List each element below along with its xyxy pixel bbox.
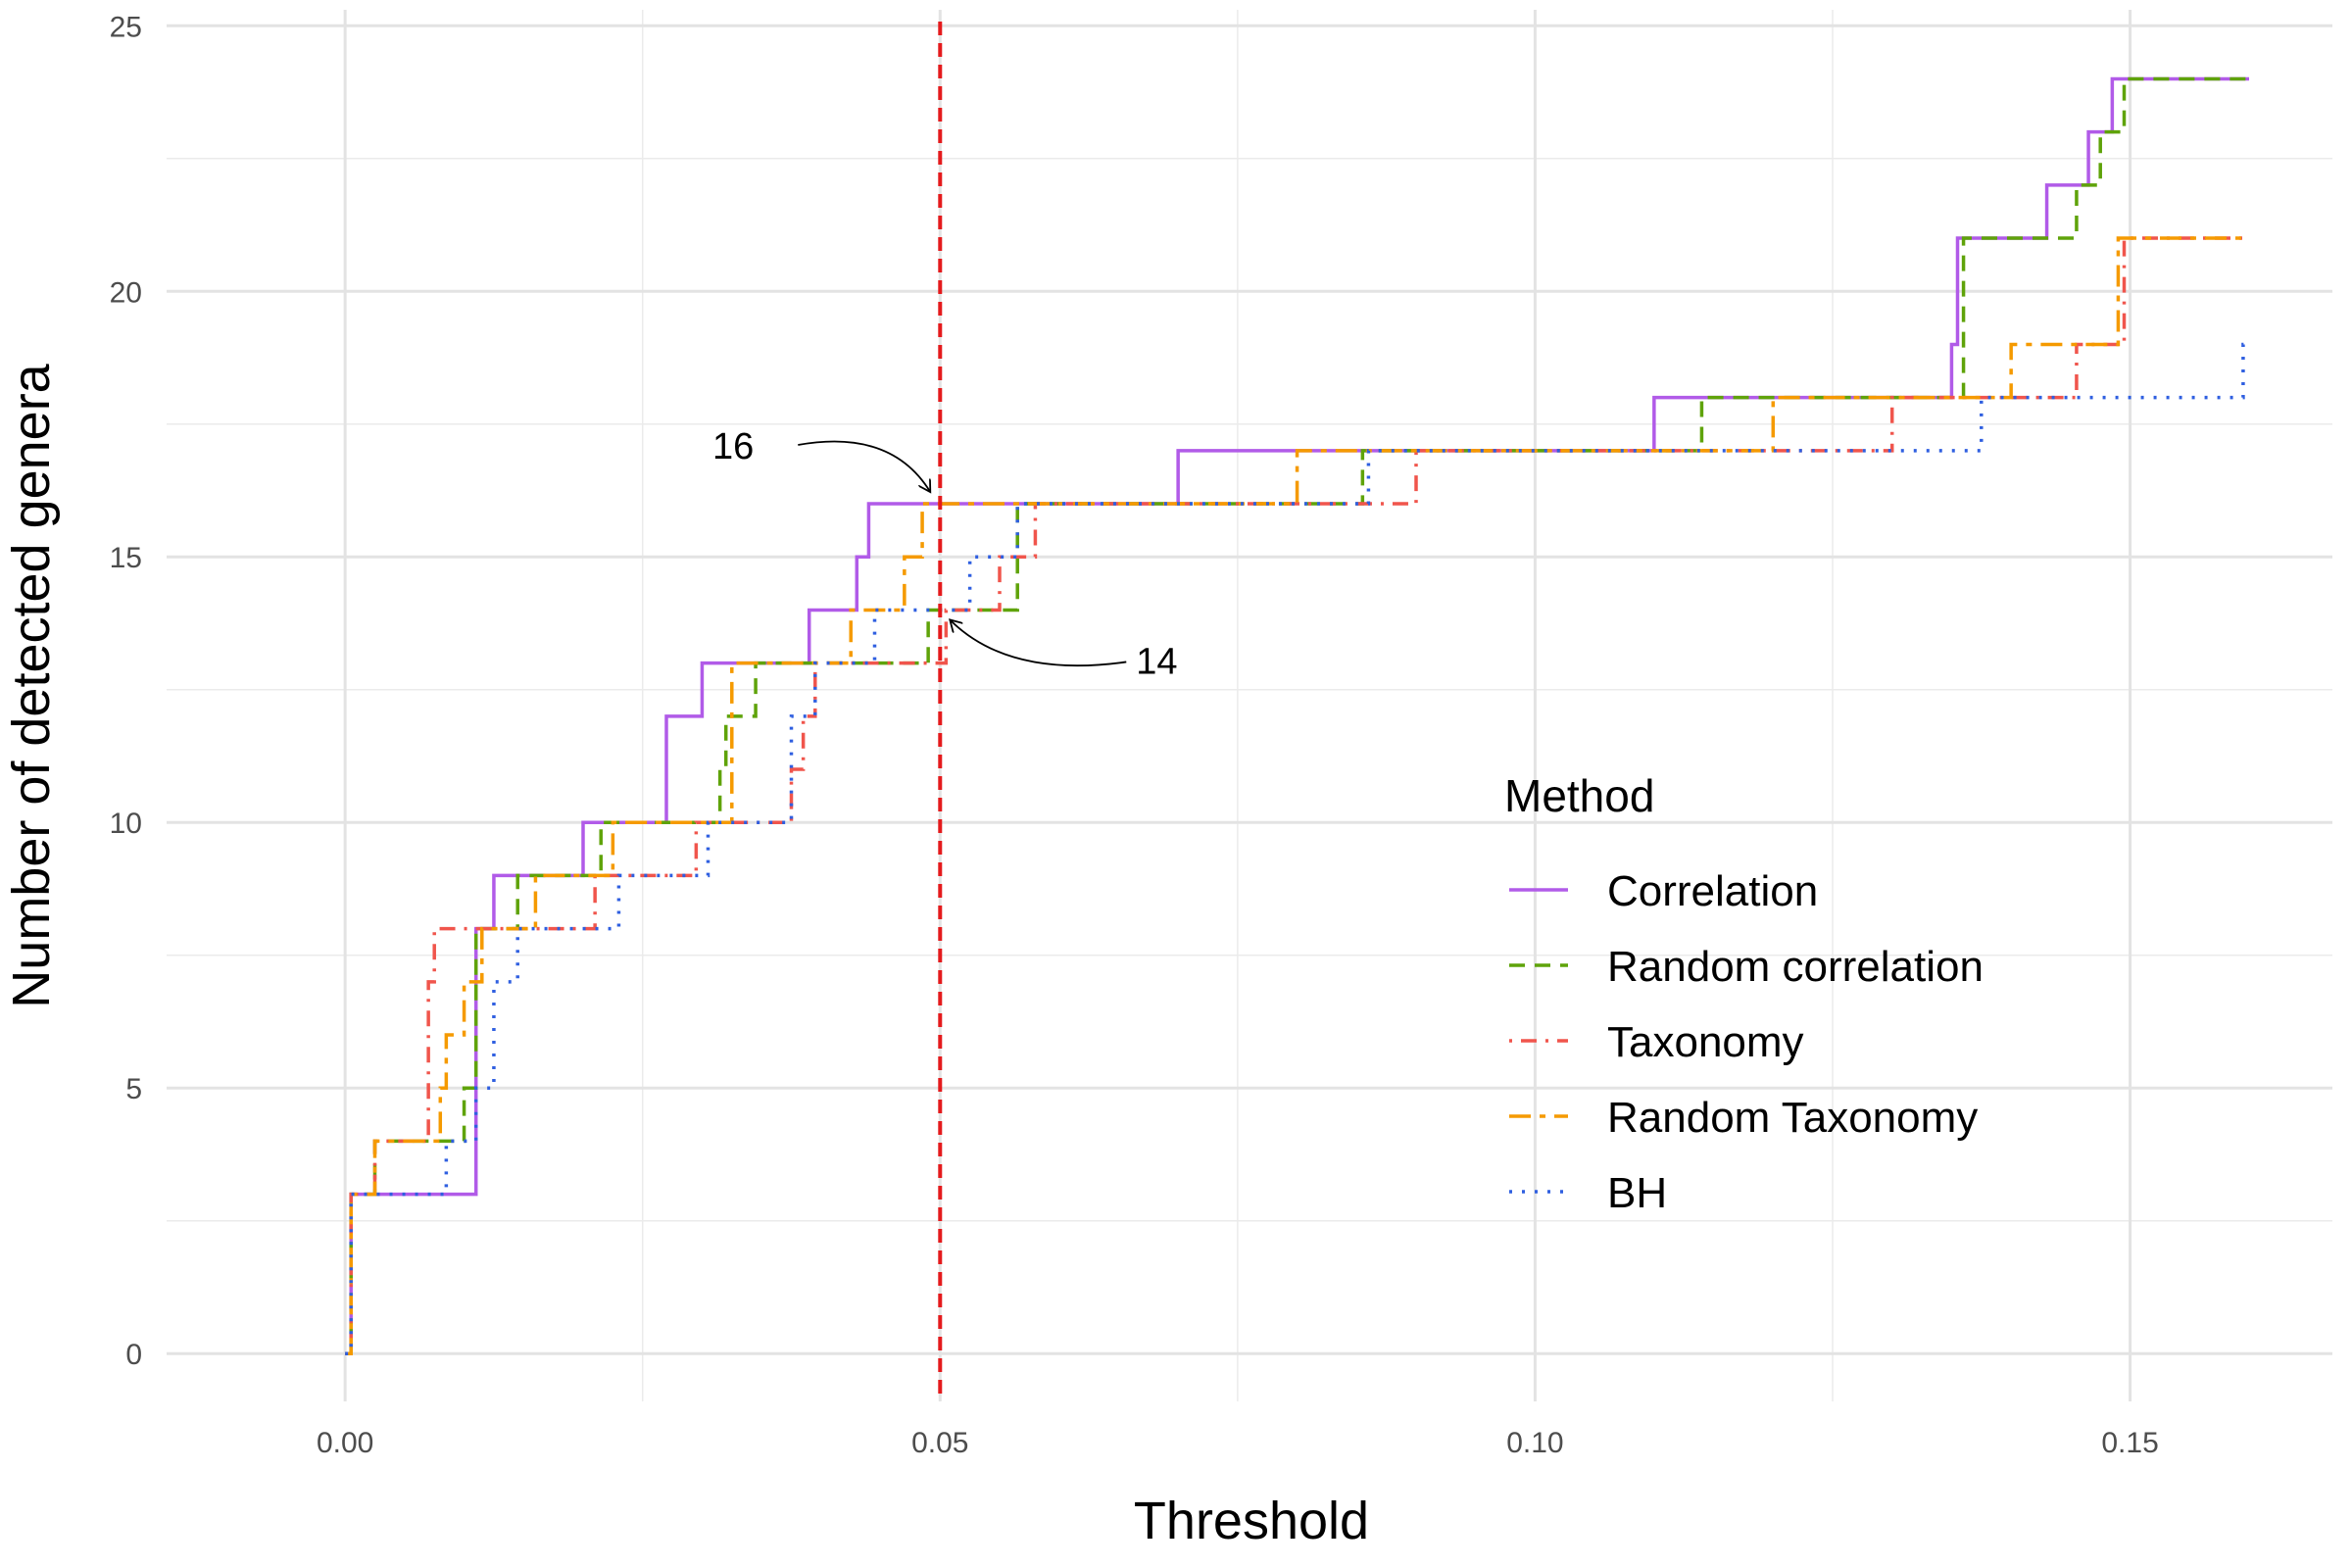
x-tick-label: 0.15 — [2101, 1427, 2158, 1459]
series-taxonomy — [345, 236, 2249, 1355]
y-tick-label: 15 — [110, 542, 142, 574]
y-tick-label: 0 — [125, 1339, 142, 1371]
legend-label: Taxonomy — [1607, 1018, 1804, 1066]
y-tick-label: 20 — [110, 276, 142, 309]
x-tick-label: 0.10 — [1506, 1427, 1563, 1459]
legend: Method Correlation Random correlation Taxo… — [1504, 770, 1984, 1217]
annotation-label-16: 16 — [712, 426, 754, 467]
legend-items: Correlation Random correlation Taxonomy Ran… — [1509, 867, 1984, 1217]
legend-label: Random Taxonomy — [1607, 1094, 1978, 1142]
x-tick-label: 0.00 — [317, 1427, 373, 1459]
legend-title: Method — [1504, 770, 1654, 821]
y-tick-label: 5 — [125, 1073, 142, 1105]
annotation-arrow-14 — [950, 619, 1127, 667]
grid-minor — [167, 10, 2332, 1401]
x-tick-label: 0.05 — [911, 1427, 968, 1459]
y-axis-ticks: 0 5 10 15 20 25 — [110, 11, 142, 1371]
series-layer — [345, 76, 2249, 1355]
legend-label: BH — [1607, 1169, 1667, 1217]
y-axis-title: Number of detected genera — [2, 363, 61, 1007]
annotation-label-14: 14 — [1136, 641, 1177, 682]
legend-label: Random correlation — [1607, 943, 1984, 991]
annotation-arrow-16 — [798, 440, 930, 493]
y-tick-label: 25 — [110, 11, 142, 43]
grid-major — [167, 10, 2332, 1401]
legend-label: Correlation — [1607, 867, 1818, 915]
series-random-correlation — [345, 76, 2249, 1355]
x-axis-ticks: 0.00 0.05 0.10 0.15 — [317, 1427, 2159, 1459]
y-tick-label: 10 — [110, 808, 142, 840]
x-axis-title: Threshold — [1134, 1492, 1369, 1550]
series-random-taxonomy — [345, 236, 2249, 1355]
